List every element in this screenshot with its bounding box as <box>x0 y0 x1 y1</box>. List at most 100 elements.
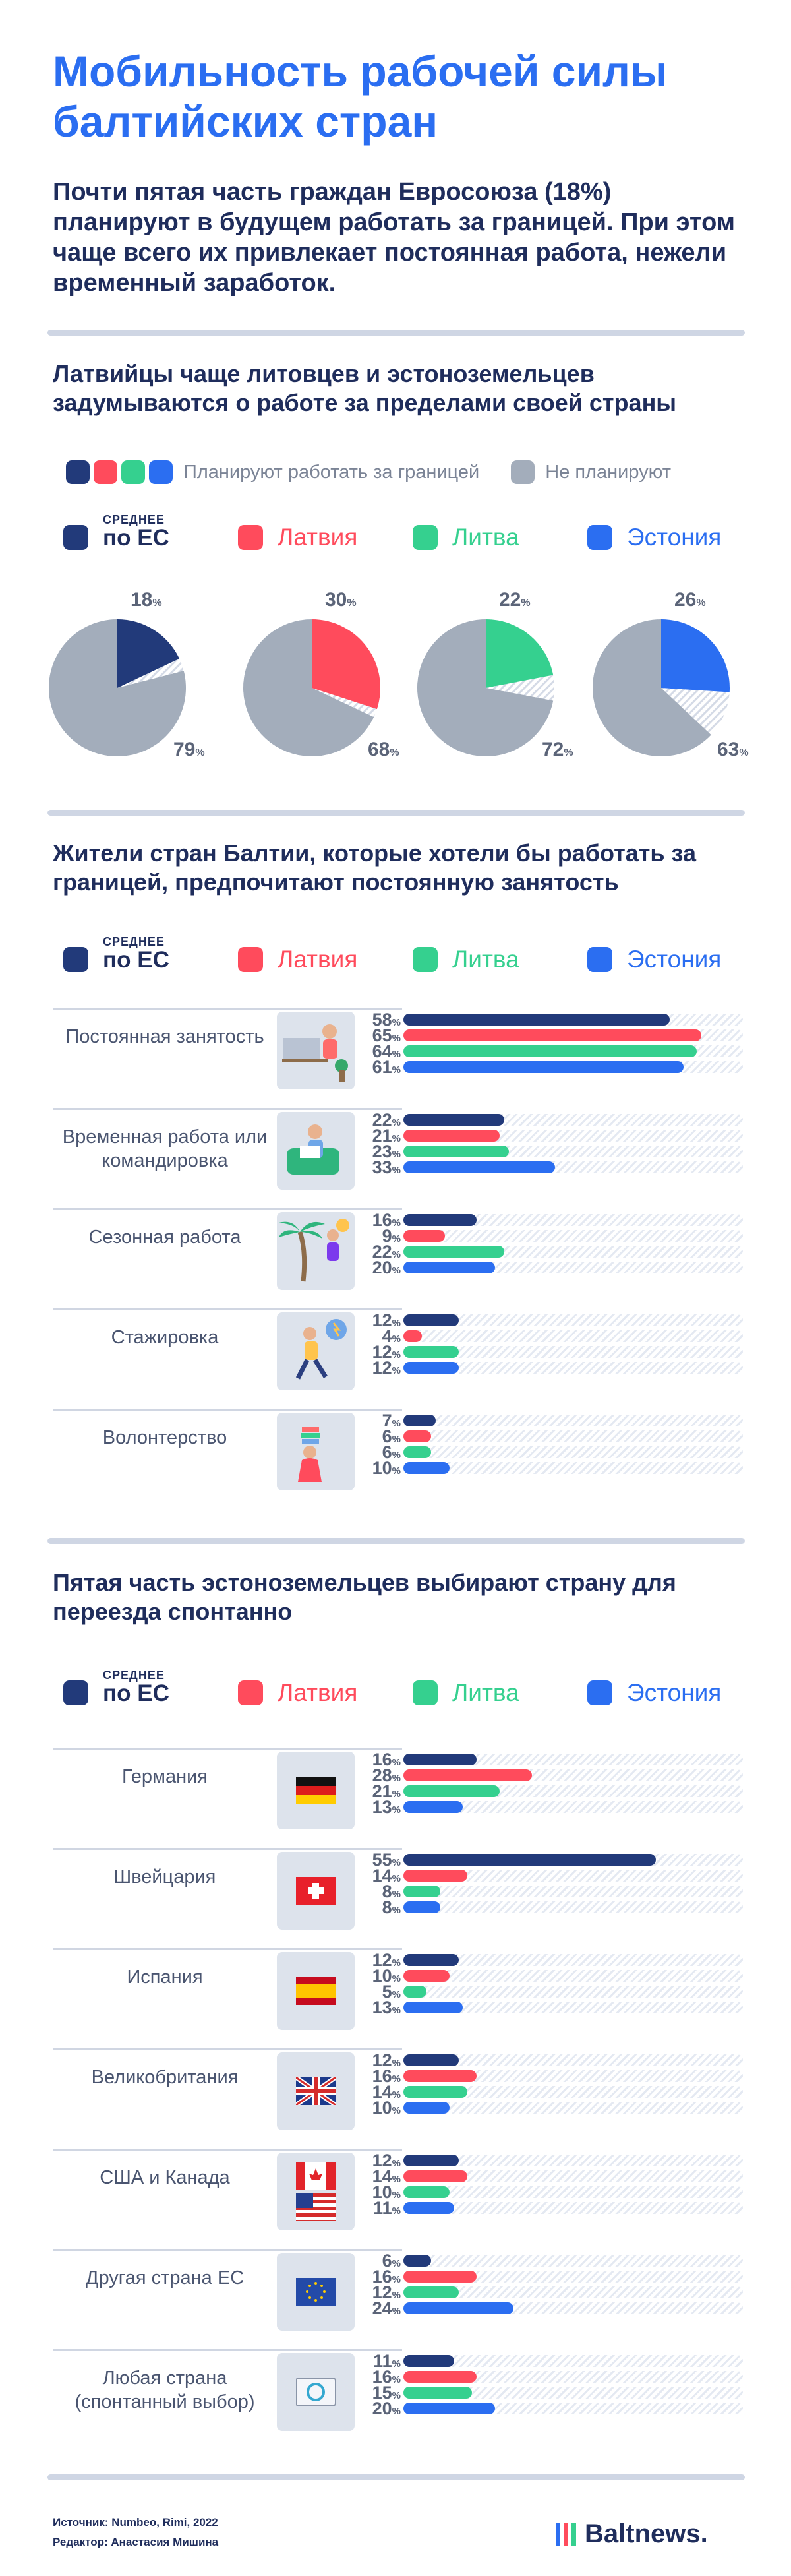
employment-value-label: 10% <box>372 1458 401 1478</box>
country-bar-latvia <box>403 1769 532 1781</box>
category-latvia-label: Латвия <box>278 946 358 973</box>
legend-swatch-latvia <box>94 460 117 484</box>
row-separator <box>53 1948 402 1950</box>
country-category-label: США и Канада <box>100 2167 230 2188</box>
pie-slice-not <box>417 619 554 756</box>
country-bar-track <box>403 2387 743 2399</box>
running-intern-icon <box>295 1319 347 1380</box>
section2-title: Жители стран Балтии, которые хотели бы р… <box>53 840 696 896</box>
country-bar-lithuania <box>403 2186 450 2198</box>
category-estonia: Эстония <box>587 1669 762 1705</box>
employment-bar-estonia <box>403 1462 450 1474</box>
pie-plan-label: 18% <box>131 589 162 611</box>
pie-slice-plan <box>486 619 554 688</box>
country-value-label: 11% <box>373 2351 401 2371</box>
employment-category-label: Сезонная работа <box>88 1227 241 1248</box>
category-lithuania-label: Литва <box>452 1679 519 1706</box>
employment-bar-track <box>403 1462 743 1474</box>
category-swatch-lithuania <box>413 525 438 550</box>
employment-value-label: 33% <box>372 1157 401 1177</box>
category-lithuania: Литва <box>413 1669 587 1705</box>
category-estonia: Эстония <box>587 513 762 550</box>
country-bar-track <box>403 2170 743 2182</box>
country-bar-track <box>403 1970 743 1982</box>
country-bar-track <box>403 2002 743 2013</box>
pie-legend: Планируют работать за границей Не планир… <box>66 460 703 484</box>
country-value-label: 15% <box>372 2383 401 2403</box>
employment-bar-lithuania <box>403 1246 505 1258</box>
employment-category-label: Временная работа или командировка <box>62 1126 268 1171</box>
country-value-label: 11% <box>373 2198 401 2218</box>
country-category-label: Великобритания <box>91 2067 239 2088</box>
switzerland-flag-icon <box>296 1877 336 1905</box>
section-divider <box>47 330 745 336</box>
category-estonia: Эстония <box>587 935 762 972</box>
row-separator <box>53 2048 402 2050</box>
employment-illustration <box>277 1413 355 1490</box>
employment-value-label: 7% <box>382 1411 401 1430</box>
country-value-label: 21% <box>372 1781 401 1801</box>
country-bar-latvia <box>403 2371 477 2383</box>
country-bar-track <box>403 1886 743 1897</box>
country-bar-lithuania <box>403 1986 426 1998</box>
employment-bar-track <box>403 1330 743 1342</box>
country-bar-estonia <box>403 1901 440 1913</box>
pie-slice-not <box>243 619 374 756</box>
volunteer-icon <box>298 1427 322 1482</box>
country-value-label: 55% <box>372 1850 401 1870</box>
globe-icon <box>296 2378 336 2406</box>
office-worker-icon <box>282 1024 348 1082</box>
source-text: Источник: Numbeo, Rimi, 2022 <box>53 2516 218 2529</box>
pie-slice-not <box>593 619 711 756</box>
country-value-label: 12% <box>372 2151 401 2170</box>
country-value-label: 10% <box>372 2098 401 2118</box>
palm-tree-icon <box>279 1219 349 1282</box>
pie-latvia <box>243 619 380 756</box>
eu-flag-icon <box>296 2278 336 2306</box>
pie-not-label: 68% <box>368 739 399 760</box>
country-value-label: 8% <box>382 1897 401 1917</box>
country-bar-eu <box>403 2155 459 2166</box>
employment-value-label: 21% <box>372 1126 401 1146</box>
employment-bar-estonia <box>403 1362 459 1374</box>
pie-not-label: 72% <box>542 739 573 760</box>
row-separator <box>53 1409 402 1411</box>
row-separator <box>53 2149 402 2151</box>
germany-flag-icon <box>296 1777 336 1804</box>
employment-bar-latvia <box>403 1230 445 1242</box>
employment-bar-track <box>403 1346 743 1358</box>
employment-illustration <box>277 1212 355 1290</box>
category-eu: СРЕДНЕЕ по ЕС <box>63 513 238 550</box>
country-category-label: Швейцария <box>113 1866 216 1887</box>
category-swatch-lithuania <box>413 1680 438 1705</box>
employment-value-label: 65% <box>372 1026 401 1045</box>
category-eu: СРЕДНЕЕ по ЕС <box>63 1669 238 1705</box>
row-separator <box>53 2249 402 2251</box>
country-bar-track <box>403 1901 743 1913</box>
row-separator <box>53 1208 402 1210</box>
row-separator <box>53 1748 402 1750</box>
country-bar-lithuania <box>403 2086 468 2098</box>
remote-worker-icon <box>287 1124 339 1175</box>
pie-slice-plan <box>312 619 380 710</box>
country-category-label: Германия <box>121 1766 208 1787</box>
employment-value-label: 6% <box>382 1426 401 1446</box>
category-eu-label: по ЕС <box>103 525 169 551</box>
pie-estonia <box>593 619 730 756</box>
category-swatch-estonia <box>587 947 612 972</box>
country-bar-track <box>403 2054 743 2066</box>
country-category-label: Любая страна (спонтанный выбор) <box>74 2368 255 2412</box>
category-eu-small: СРЕДНЕЕ <box>103 935 165 948</box>
legend-swatch-lithuania <box>121 460 145 484</box>
country-bar-track <box>403 1954 743 1966</box>
section1-title: Латвийцы чаще литовцев и эстоноземельцев… <box>53 360 677 416</box>
country-value-label: 14% <box>372 2082 401 2102</box>
country-bar-track <box>403 2255 743 2267</box>
country-bar-estonia <box>403 2102 450 2114</box>
row-separator <box>53 1848 402 1850</box>
pie-category-row: СРЕДНЕЕ по ЕС Латвия Литва Эстония <box>63 513 762 550</box>
country-bar-eu <box>403 2255 431 2267</box>
category-latvia: Латвия <box>238 513 413 550</box>
legend-swatch-estonia <box>149 460 173 484</box>
usa-flag-icon <box>296 2193 336 2221</box>
